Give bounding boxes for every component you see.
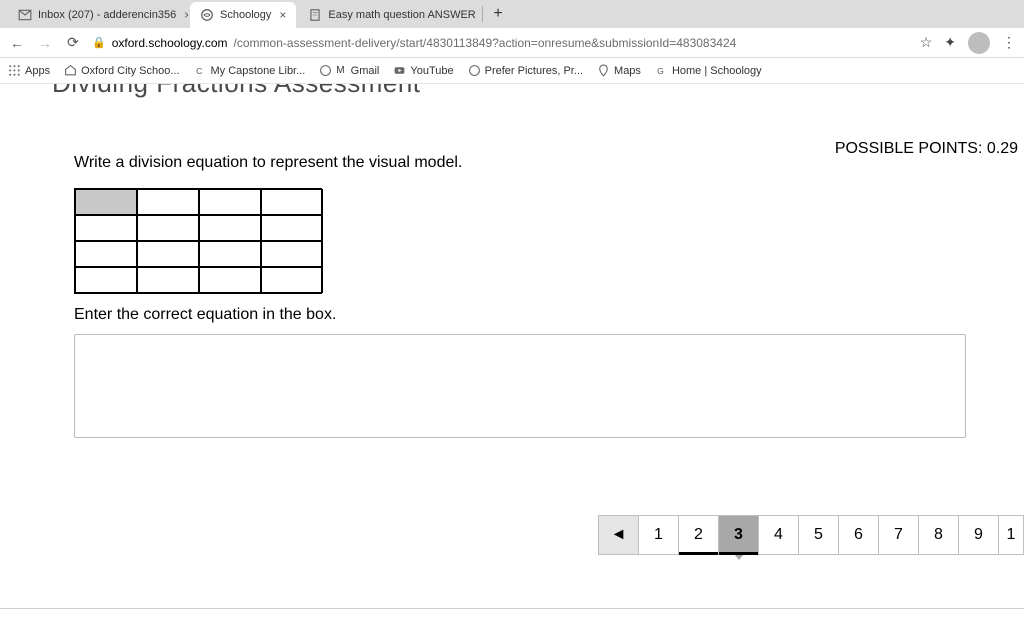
visual-model-grid [74,188,322,294]
pin-icon [597,64,610,77]
model-cell [261,189,323,215]
bookmark-label: Gmail [351,65,380,77]
question-nav-item[interactable]: 1 [998,515,1024,555]
bookmark-home[interactable]: G Home | Schoology [655,64,762,77]
assessment-page: Dividing Fractions Assessment POSSIBLE P… [0,84,1024,617]
left-triangle-icon: ◄ [611,526,627,544]
bookmark-label: Apps [25,65,50,77]
question-nav-item[interactable]: 7 [878,515,918,555]
tab-separator [482,6,483,22]
bookmark-oxford[interactable]: Oxford City Schoo... [64,64,179,77]
url-host: oxford.schoology.com [112,36,228,50]
bookmark-prefer[interactable]: Prefer Pictures, Pr... [468,64,583,77]
back-button[interactable]: ← [8,35,26,51]
schoology-icon [200,8,214,22]
model-cell [261,215,323,241]
new-tab-button[interactable]: + [485,5,510,23]
star-icon[interactable]: ☆ [920,34,933,51]
model-cell [199,241,261,267]
svg-text:C: C [196,66,202,76]
input-instruction: Enter the correct equation in the box. [74,306,1024,324]
question-nav-item[interactable]: 9 [958,515,998,555]
gmail-icon [18,8,32,22]
model-cell [261,241,323,267]
globe-icon [319,64,332,77]
tab-label: Schoology [220,9,271,21]
globe-icon [468,64,481,77]
page-title: Dividing Fractions Assessment [52,84,1024,100]
bookmark-label: YouTube [410,65,453,77]
model-cell [137,189,199,215]
browser-tab-bar: Inbox (207) - adderencin356 × Schoology … [0,0,1024,28]
site-icon [64,64,77,77]
model-cell [75,215,137,241]
model-cell [137,241,199,267]
question-nav: ◄ 1234567891 [598,515,1024,555]
site-icon: C [194,64,207,77]
model-cell [137,215,199,241]
question-nav-item[interactable]: 6 [838,515,878,555]
answer-input[interactable] [74,334,966,438]
bookmark-youtube[interactable]: YouTube [393,64,453,77]
prev-question-button[interactable]: ◄ [598,515,638,555]
kebab-menu-icon[interactable]: ⋮ [1002,34,1016,51]
gmail-m-icon: M [336,65,344,76]
youtube-icon [393,64,406,77]
model-cell [75,241,137,267]
close-icon[interactable]: × [184,8,188,22]
url-path: /common-assessment-delivery/start/483011… [234,36,737,50]
model-cell [199,215,261,241]
model-cell [75,189,137,215]
model-cell [261,267,323,293]
model-cell [137,267,199,293]
possible-points: POSSIBLE POINTS: 0.29 [835,140,1018,158]
bookmark-gmail[interactable]: M Gmail [319,64,379,77]
bookmark-label: Home | Schoology [672,65,762,77]
bookmark-label: Maps [614,65,641,77]
model-cell [199,267,261,293]
apps-grid-icon [8,64,21,77]
lock-icon: 🔒 [92,36,106,49]
question-nav-item[interactable]: 1 [638,515,678,555]
question-nav-item[interactable]: 8 [918,515,958,555]
site-icon: G [655,64,668,77]
reload-button[interactable]: ⟳ [64,34,82,51]
svg-text:G: G [657,66,664,76]
browser-tab-schoology[interactable]: Schoology × [190,2,296,28]
footer-divider [0,608,1024,609]
browser-address-bar: ← → ⟳ 🔒 oxford.schoology.com/common-asse… [0,28,1024,58]
bookmark-label: My Capstone Libr... [211,65,306,77]
doc-icon [308,8,322,22]
question-nav-item[interactable]: 4 [758,515,798,555]
toolbar-right: ☆ ✦ ⋮ [920,32,1016,54]
bookmark-label: Oxford City Schoo... [81,65,179,77]
bookmarks-bar: Apps Oxford City Schoo... C My Capstone … [0,58,1024,84]
question-nav-item[interactable]: 3 [718,515,758,555]
url-field[interactable]: 🔒 oxford.schoology.com/common-assessment… [92,36,910,50]
browser-tab-inbox[interactable]: Inbox (207) - adderencin356 × [8,2,188,28]
forward-button[interactable]: → [36,35,54,51]
close-icon[interactable]: × [279,8,286,22]
apps-button[interactable]: Apps [8,64,50,77]
question-nav-item[interactable]: 2 [678,515,718,555]
bookmark-maps[interactable]: Maps [597,64,641,77]
bookmark-label: Prefer Pictures, Pr... [485,65,583,77]
model-cell [75,267,137,293]
extensions-icon[interactable]: ✦ [944,34,956,51]
question-nav-item[interactable]: 5 [798,515,838,555]
profile-avatar[interactable] [968,32,990,54]
tab-label: Easy math question ANSWER [328,9,475,21]
browser-tab-easymath[interactable]: Easy math question ANSWER × [298,2,478,28]
bookmark-capstone[interactable]: C My Capstone Libr... [194,64,306,77]
model-cell [199,189,261,215]
tab-label: Inbox (207) - adderencin356 [38,9,176,21]
